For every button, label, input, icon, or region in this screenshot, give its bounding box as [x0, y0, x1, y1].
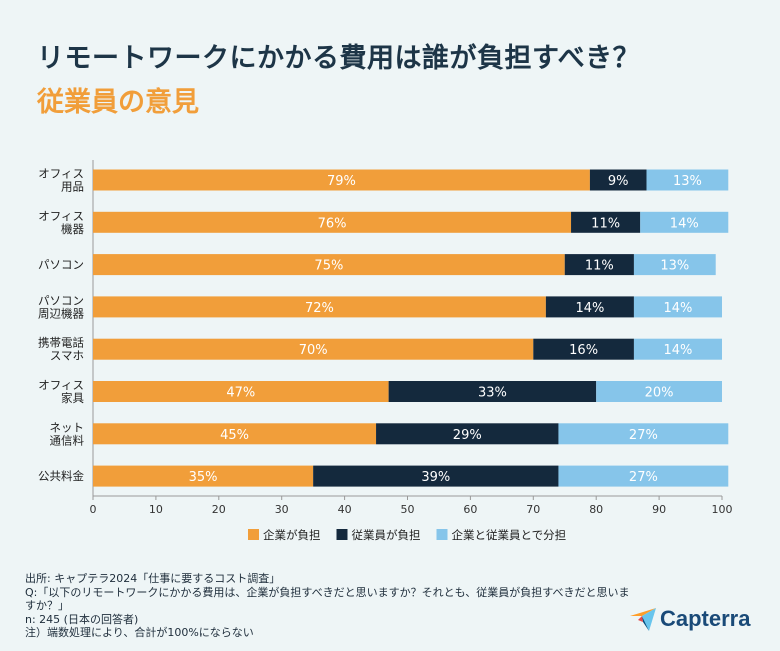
- data-label: 13%: [660, 259, 689, 274]
- sample-note: n: 245 (日本の回答者): [25, 612, 139, 626]
- legend-swatch: [336, 529, 348, 540]
- bar-segment: [558, 423, 729, 445]
- category-label: 携帯電話スマホ: [38, 336, 84, 363]
- bar-segment: [313, 465, 559, 487]
- x-tick-label: 100: [712, 503, 733, 516]
- category-label: ネット通信料: [50, 420, 85, 447]
- data-label: 72%: [305, 301, 334, 316]
- data-label: 35%: [189, 470, 218, 485]
- data-label: 13%: [673, 174, 702, 189]
- source-note: 出所: キャプテラ2024「仕事に要するコスト調査」: [25, 572, 281, 585]
- x-tick-label: 90: [652, 503, 666, 516]
- bar-segment: [93, 381, 389, 402]
- bar-segment: [93, 254, 565, 276]
- bar-segment: [388, 381, 597, 402]
- bar-segment: [93, 338, 534, 360]
- data-label: 76%: [318, 216, 347, 231]
- bar-segment: [93, 465, 314, 487]
- bar-segment: [93, 423, 377, 445]
- data-label: 45%: [220, 428, 249, 443]
- capterra-logo-text: Capterra: [660, 606, 751, 631]
- category-label: オフィス家具: [38, 378, 84, 405]
- chart-subtitle: 従業員の意見: [37, 87, 199, 118]
- bar-segment: [633, 296, 722, 318]
- data-label: 79%: [327, 174, 356, 189]
- bar-segment: [589, 169, 647, 191]
- x-tick-label: 40: [338, 503, 352, 516]
- data-label: 11%: [585, 259, 614, 274]
- category-label: オフィス機器: [38, 209, 84, 236]
- bar-segment: [93, 169, 590, 191]
- data-label: 11%: [591, 216, 620, 231]
- x-tick-label: 60: [463, 503, 477, 516]
- category-label: パソコン周辺機器: [38, 293, 84, 320]
- legend-label: 企業と従業員とで分担: [452, 528, 567, 542]
- legend-label: 企業が負担: [263, 528, 321, 542]
- x-tick-label: 20: [212, 503, 226, 516]
- data-label: 9%: [608, 174, 629, 189]
- question-note-line2: すか？」: [25, 599, 69, 612]
- data-label: 70%: [299, 343, 328, 358]
- bar-segment: [646, 169, 729, 191]
- data-label: 39%: [421, 470, 450, 485]
- bar-segment: [545, 296, 634, 318]
- bar-segment: [564, 254, 634, 276]
- bar-segment: [558, 465, 729, 487]
- x-tick-label: 30: [275, 503, 289, 516]
- category-label: パソコン: [38, 258, 84, 272]
- data-label: 16%: [569, 343, 598, 358]
- legend-label: 従業員が負担: [352, 528, 421, 542]
- category-label: 公共料金: [38, 469, 84, 483]
- data-label: 14%: [664, 343, 693, 358]
- bar-segment: [633, 338, 722, 360]
- data-label: 47%: [226, 386, 255, 401]
- chart-title: リモートワークにかかる費用は誰が負担すべき？: [37, 43, 641, 74]
- capterra-logo: Capterra: [630, 606, 750, 632]
- data-label: 27%: [629, 470, 658, 485]
- bar-segment: [93, 211, 572, 233]
- x-tick-label: 0: [90, 503, 97, 516]
- data-label: 14%: [664, 301, 693, 316]
- footnotes: 出所: キャプテラ2024「仕事に要するコスト調査」 Q:「以下のリモートワーク…: [25, 572, 630, 640]
- data-label: 14%: [575, 301, 604, 316]
- x-tick-label: 70: [526, 503, 540, 516]
- bar-segment: [640, 211, 729, 233]
- data-label: 75%: [314, 259, 343, 274]
- x-tick-label: 80: [589, 503, 603, 516]
- bar-segment: [596, 381, 722, 402]
- rounding-note: 注）端数処理により、合計が100%にならない: [25, 626, 254, 639]
- bar-segment: [376, 423, 559, 445]
- category-label: オフィス用品: [38, 167, 84, 194]
- bar-segment: [533, 338, 634, 360]
- bar-segment: [633, 254, 716, 276]
- data-label: 14%: [670, 216, 699, 231]
- legend-swatch: [248, 529, 259, 540]
- x-tick-label: 10: [149, 503, 163, 516]
- legend-swatch: [436, 529, 448, 540]
- data-label: 33%: [478, 386, 507, 401]
- data-label: 29%: [453, 428, 482, 443]
- question-note-line1: Q:「以下のリモートワークにかかる費用は、企業が負担すべきだと思いますか？それと…: [25, 585, 630, 599]
- bar-segment: [571, 211, 641, 233]
- data-label: 27%: [629, 428, 658, 443]
- data-label: 20%: [645, 386, 674, 401]
- capterra-arrow-icon: [630, 608, 656, 631]
- stacked-bar-chart: 0 10 20 30 40 50 60 70 80 90 100 オフィス用品 79% 9% 13% オフィス…: [38, 160, 733, 542]
- bar-segment: [93, 296, 546, 318]
- x-tick-label: 50: [401, 503, 415, 516]
